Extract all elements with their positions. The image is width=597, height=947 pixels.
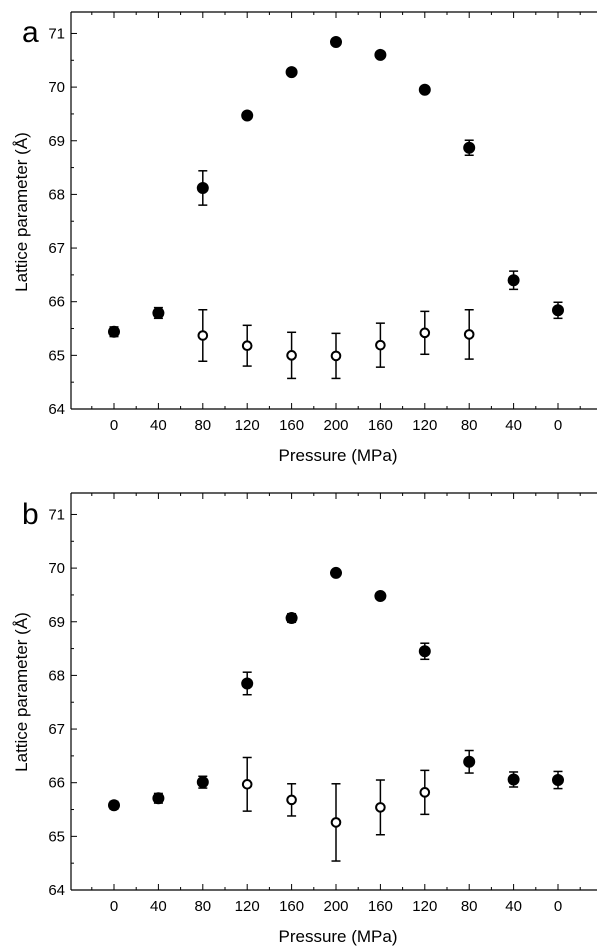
x-tick-label: 120 bbox=[235, 898, 260, 915]
x-tick-label: 40 bbox=[505, 417, 522, 434]
data-point-filled bbox=[374, 590, 387, 603]
y-tick-label: 70 bbox=[48, 79, 65, 96]
y-tick-label: 68 bbox=[48, 186, 65, 203]
data-point-filled bbox=[330, 566, 342, 579]
x-tick-label: 0 bbox=[554, 417, 562, 434]
data-point-filled bbox=[108, 799, 120, 812]
y-tick-label: 65 bbox=[48, 347, 65, 364]
data-point-open bbox=[241, 340, 253, 351]
y-tick-label: 69 bbox=[48, 614, 65, 631]
data-point-open bbox=[330, 350, 342, 362]
data-point-open bbox=[419, 327, 431, 339]
data-point-filled bbox=[241, 109, 254, 122]
plot-area: 64 65 66 67 68 69 70 71 0 40 80 120 160 200 160 120 80 40… bbox=[48, 11, 597, 434]
x-tick-label: 160 bbox=[368, 898, 393, 915]
data-point-filled bbox=[285, 66, 298, 79]
x-tick-label: 200 bbox=[323, 417, 348, 434]
x-tick-label: 40 bbox=[505, 898, 522, 915]
x-axis-title: Pressure (MPa) bbox=[278, 927, 397, 946]
data-point-filled bbox=[285, 612, 298, 625]
panel-a: a Pressure (MPa) Lattice parameter (Å) 6… bbox=[12, 11, 597, 465]
data-point-filled bbox=[196, 776, 209, 789]
y-axis-title: Lattice parameter (Å) bbox=[12, 132, 31, 292]
y-tick-label: 65 bbox=[48, 828, 65, 845]
y-tick-label: 69 bbox=[48, 133, 65, 150]
data-point-filled bbox=[330, 36, 342, 49]
data-point-open bbox=[286, 350, 297, 361]
data-point-filled bbox=[374, 48, 387, 61]
x-tick-label: 0 bbox=[110, 417, 118, 434]
y-tick-label: 64 bbox=[48, 882, 65, 899]
panel-label: a bbox=[22, 16, 39, 49]
x-tick-label: 0 bbox=[110, 898, 118, 915]
y-tick-label: 68 bbox=[48, 667, 65, 684]
data-point-open bbox=[375, 802, 386, 813]
x-tick-label: 160 bbox=[368, 417, 393, 434]
x-tick-label: 80 bbox=[194, 417, 211, 434]
panel-b: b Pressure (MPa) Lattice parameter (Å) 6… bbox=[12, 492, 597, 946]
x-tick-label: 80 bbox=[461, 417, 478, 434]
x-tick-label: 120 bbox=[412, 898, 437, 915]
x-axis-title: Pressure (MPa) bbox=[278, 446, 397, 465]
x-tick-label: 120 bbox=[235, 417, 260, 434]
data-point-filled bbox=[152, 306, 165, 319]
plot-area: 64 65 66 67 68 69 70 71 0 40 80 120 160 200 160 120 80 40… bbox=[48, 492, 597, 915]
x-tick-label: 200 bbox=[323, 898, 348, 915]
x-tick-label: 0 bbox=[554, 898, 562, 915]
y-tick-label: 66 bbox=[48, 775, 65, 792]
y-tick-label: 67 bbox=[48, 721, 65, 738]
data-point-filled bbox=[418, 83, 431, 96]
x-tick-label: 40 bbox=[150, 417, 167, 434]
data-point-open bbox=[330, 817, 342, 828]
data-point-filled bbox=[241, 677, 254, 690]
data-point-open bbox=[286, 794, 297, 806]
y-tick-label: 66 bbox=[48, 294, 65, 311]
x-tick-label: 160 bbox=[279, 898, 304, 915]
y-axis-title: Lattice parameter (Å) bbox=[12, 612, 31, 772]
data-point-filled bbox=[418, 645, 431, 658]
data-point-filled bbox=[152, 792, 165, 805]
x-tick-label: 80 bbox=[194, 898, 211, 915]
data-point-open bbox=[197, 330, 209, 341]
y-tick-label: 71 bbox=[48, 506, 65, 523]
data-point-filled bbox=[507, 773, 520, 786]
x-tick-label: 160 bbox=[279, 417, 304, 434]
panel-label: b bbox=[22, 498, 39, 531]
data-point-open bbox=[375, 339, 386, 351]
data-point-filled bbox=[507, 274, 520, 287]
y-tick-label: 71 bbox=[48, 25, 65, 42]
data-point-filled bbox=[463, 755, 476, 768]
y-tick-label: 64 bbox=[48, 401, 65, 418]
data-point-filled bbox=[196, 181, 209, 194]
x-tick-label: 40 bbox=[150, 898, 167, 915]
x-tick-label: 120 bbox=[412, 417, 437, 434]
data-point-filled bbox=[552, 304, 564, 317]
data-point-filled bbox=[108, 325, 120, 338]
data-point-filled bbox=[552, 774, 564, 787]
data-point-filled bbox=[463, 141, 476, 154]
data-point-open bbox=[419, 787, 431, 798]
x-tick-label: 80 bbox=[461, 898, 478, 915]
y-tick-label: 67 bbox=[48, 240, 65, 257]
data-point-open bbox=[241, 779, 253, 790]
y-tick-label: 70 bbox=[48, 560, 65, 577]
data-point-open bbox=[463, 329, 475, 340]
